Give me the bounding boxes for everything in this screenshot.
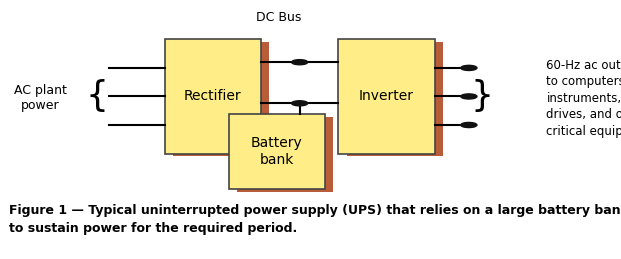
Circle shape [292, 101, 308, 106]
Text: 60-Hz ac output
to computers,
instruments,
drives, and other
critical equipment.: 60-Hz ac output to computers, instrument… [546, 59, 621, 138]
Text: {: { [86, 80, 109, 113]
Text: Battery
bank: Battery bank [251, 136, 302, 167]
FancyBboxPatch shape [347, 42, 443, 156]
Text: AC plant
power: AC plant power [14, 84, 67, 112]
Text: Figure 1 — Typical uninterrupted power supply (UPS) that relies on a large batte: Figure 1 — Typical uninterrupted power s… [9, 204, 621, 235]
FancyBboxPatch shape [165, 39, 261, 154]
Text: DC Bus: DC Bus [255, 11, 301, 24]
Text: }: } [471, 80, 494, 113]
Circle shape [292, 60, 308, 65]
FancyBboxPatch shape [338, 39, 435, 154]
Circle shape [461, 65, 477, 70]
Text: Inverter: Inverter [359, 89, 414, 103]
FancyBboxPatch shape [173, 42, 269, 156]
Text: Rectifier: Rectifier [184, 89, 242, 103]
Circle shape [461, 123, 477, 127]
Circle shape [461, 94, 477, 99]
FancyBboxPatch shape [229, 114, 325, 189]
FancyBboxPatch shape [237, 117, 333, 191]
